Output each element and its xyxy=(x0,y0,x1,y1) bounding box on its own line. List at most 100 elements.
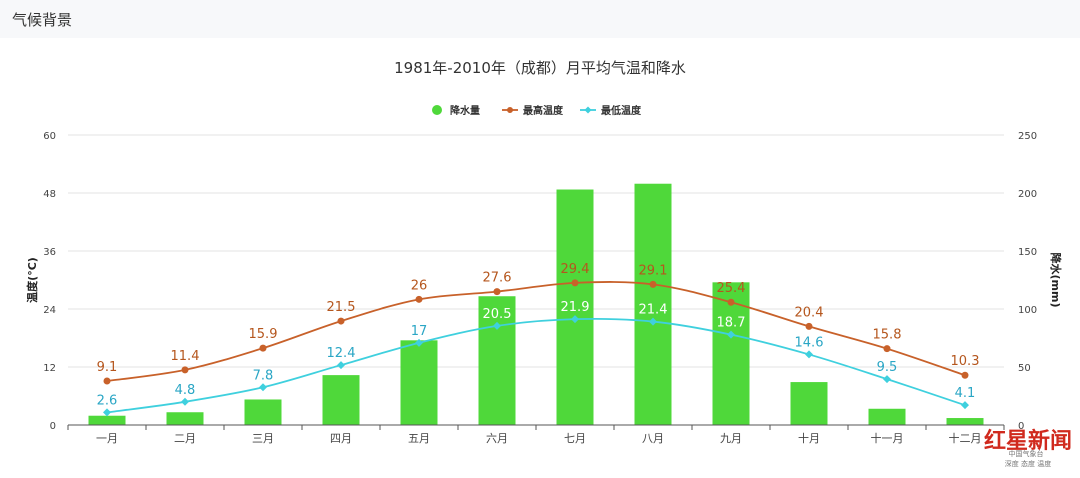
y-right-tick-label: 250 xyxy=(1018,131,1037,142)
y-right-axis-label: 降水(mm) xyxy=(1049,253,1063,308)
min-temp-point xyxy=(805,350,813,359)
precip-bar xyxy=(322,375,360,425)
precip-bar xyxy=(400,340,438,425)
watermark-main: 红星新闻 xyxy=(984,428,1072,454)
min-temp-label: 12.4 xyxy=(327,346,356,361)
y-left-tick-label: 0 xyxy=(50,421,56,432)
max-temp-point xyxy=(415,295,423,303)
y-left-tick-label: 48 xyxy=(43,189,56,200)
max-temp-point xyxy=(493,288,501,296)
precip-bar xyxy=(166,412,204,425)
min-temp-point xyxy=(493,321,501,330)
x-tick-label: 七月 xyxy=(564,432,586,445)
legend-swatch-marker xyxy=(584,106,592,114)
y-left-tick-label: 24 xyxy=(43,305,56,316)
max-temp-label: 27.6 xyxy=(483,271,512,286)
min-temp-label: 18.7 xyxy=(717,316,746,331)
max-temp-label: 9.1 xyxy=(97,360,118,375)
min-temp-point xyxy=(649,317,657,326)
data-labels: 9.1 11.4 15.9 21.5 26 27.6 29.4 29.1 25.4 20.4 15.… xyxy=(97,262,980,409)
max-temp-point xyxy=(259,344,267,352)
max-temp-label: 29.4 xyxy=(561,262,590,277)
precip-bar xyxy=(244,399,282,425)
legend-swatch-marker xyxy=(507,107,513,113)
watermark-logo: 红星新闻 中国气象台 深度 态度 温度 xyxy=(984,428,1072,468)
min-temp-label: 21.9 xyxy=(561,300,590,315)
precip-bar xyxy=(868,408,906,425)
precip-bar xyxy=(946,418,984,425)
min-temp-label: 14.6 xyxy=(795,335,824,350)
y-left-tick-label: 36 xyxy=(43,247,56,258)
x-tick-label: 十一月 xyxy=(871,431,904,445)
min-temp-point xyxy=(571,315,579,324)
watermark-sub: 中国气象台 xyxy=(1009,449,1044,458)
y-left-tick-label: 12 xyxy=(43,363,56,374)
x-tick-label: 十二月 xyxy=(949,431,982,445)
min-temp-point xyxy=(961,401,969,410)
x-tick-label: 二月 xyxy=(174,432,196,445)
max-temp-line xyxy=(106,281,966,382)
y-left-tick-label: 60 xyxy=(43,131,56,142)
min-temp-label: 4.8 xyxy=(175,383,196,398)
chart-legend: 降水量 最高温度 最低温度 xyxy=(432,104,642,117)
min-temp-line xyxy=(106,317,966,414)
min-temp-label: 7.8 xyxy=(253,368,274,383)
min-temp-label: 4.1 xyxy=(955,386,976,401)
min-temp-label: 9.5 xyxy=(877,360,898,375)
min-temp-point xyxy=(103,408,111,417)
x-tick-label: 五月 xyxy=(408,432,430,445)
max-temp-point xyxy=(337,317,345,325)
x-tick-label: 四月 xyxy=(330,432,352,445)
max-temp-point xyxy=(571,279,579,287)
precip-bar xyxy=(556,189,594,425)
y-right-tick-label: 200 xyxy=(1018,189,1037,200)
legend-label: 最高温度 xyxy=(523,104,564,117)
x-tick-label: 六月 xyxy=(486,432,508,445)
precip-bar xyxy=(634,183,672,425)
max-temp-label: 15.9 xyxy=(249,327,278,342)
max-temp-point xyxy=(727,298,735,306)
min-temp-point xyxy=(883,375,891,384)
y-right-tick-label: 50 xyxy=(1018,363,1031,374)
max-temp-point xyxy=(649,280,657,288)
precip-bar xyxy=(790,382,828,425)
min-temp-label: 17 xyxy=(411,324,428,339)
min-temp-label: 20.5 xyxy=(483,307,512,322)
legend-swatch-precip xyxy=(432,105,442,115)
max-temp-point xyxy=(883,345,891,353)
max-temp-label: 25.4 xyxy=(717,281,746,296)
min-temp-point xyxy=(181,397,189,406)
max-temp-point xyxy=(805,322,813,330)
x-tick-label: 九月 xyxy=(720,432,742,445)
precip-bar xyxy=(478,296,516,425)
max-temp-label: 21.5 xyxy=(327,300,356,315)
grid-lines xyxy=(68,134,1004,368)
min-temp-label: 2.6 xyxy=(97,393,118,408)
y-right-tick-label: 0 xyxy=(1018,421,1024,432)
min-temp-point xyxy=(259,383,267,392)
legend-label: 降水量 xyxy=(450,104,480,117)
legend-label: 最低温度 xyxy=(601,104,642,117)
y-right-tick-label: 100 xyxy=(1018,305,1037,316)
x-tick-label: 八月 xyxy=(642,432,664,445)
precip-bars xyxy=(88,183,984,425)
min-temp-label: 21.4 xyxy=(639,303,668,318)
max-temp-label: 26 xyxy=(411,278,428,293)
max-temp-point xyxy=(103,377,111,385)
min-temp-point xyxy=(727,330,735,339)
temp-lines xyxy=(103,279,969,417)
max-temp-point xyxy=(961,371,969,379)
axes: 0 12 24 36 48 60 0 50 100 150 200 250 一月 二月 三月 四月 五月 六月 七月… xyxy=(25,131,1063,445)
max-temp-label: 15.8 xyxy=(873,328,902,343)
precip-bar xyxy=(88,415,126,425)
max-temp-point xyxy=(181,366,189,374)
max-temp-label: 11.4 xyxy=(171,349,200,364)
chart-panel xyxy=(0,38,1080,478)
min-temp-point xyxy=(337,361,345,370)
y-left-axis-label: 温度(°C) xyxy=(25,257,39,303)
min-temp-point xyxy=(415,338,423,347)
y-right-tick-label: 150 xyxy=(1018,247,1037,258)
x-tick-label: 三月 xyxy=(252,432,274,445)
x-tick-label: 一月 xyxy=(96,432,118,445)
